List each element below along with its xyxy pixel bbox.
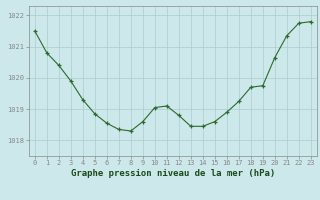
X-axis label: Graphe pression niveau de la mer (hPa): Graphe pression niveau de la mer (hPa) <box>71 169 275 178</box>
